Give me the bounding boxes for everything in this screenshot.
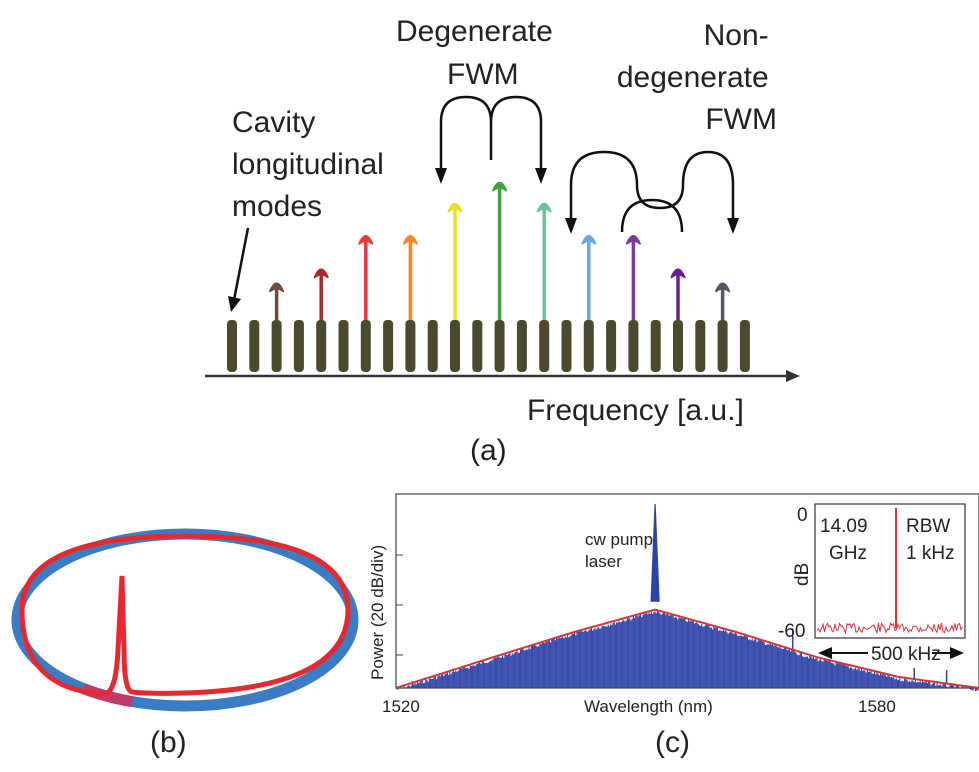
wavelength-axis-label: Wavelength (nm) — [584, 697, 713, 716]
cavity-mode-bar — [427, 320, 438, 372]
panel-c: Power (20 dB/div) Wavelength (nm) 1520 1… — [368, 493, 979, 759]
cavity-mode-bar — [717, 320, 728, 372]
cavity-mode-bar — [293, 320, 304, 372]
up-arrow-icon — [536, 202, 552, 320]
inset-frame — [814, 503, 966, 639]
degenerate-fwm-label: Degenerate FWM — [396, 15, 561, 91]
spectrum-comb-lines — [396, 610, 979, 691]
up-arrow-icon — [447, 202, 463, 320]
microring-resonator — [11, 528, 359, 712]
nondegenerate-fwm-loop-outer — [569, 150, 735, 222]
panel-b-label: (b) — [150, 726, 187, 759]
up-arrow-icon — [358, 234, 374, 320]
panel-a: Frequency [a.u.] Cavity longitudinal mod… — [205, 15, 800, 467]
inset-ytick-0: 0 — [797, 505, 808, 526]
cavity-mode-bar — [650, 320, 661, 372]
cavity-mode-bar — [271, 320, 282, 372]
up-arrow-icon — [714, 282, 731, 320]
up-arrow-icon — [581, 234, 597, 320]
cavity-mode-bar — [360, 320, 371, 372]
up-arrow-icon — [670, 268, 686, 320]
power-axis-label: Power (20 dB/div) — [368, 545, 387, 680]
cavity-mode-bar — [516, 320, 527, 372]
cavity-mode-bar — [673, 320, 683, 372]
cavity-mode-bar — [316, 320, 327, 372]
span-arrow-right-icon — [950, 647, 964, 659]
cavity-mode-bar — [561, 320, 572, 372]
inset-ytick-60: -60 — [778, 621, 805, 642]
up-arrow-icon — [313, 268, 329, 320]
cavity-mode-bar — [606, 320, 617, 372]
nondegenerate-arrow-left-icon — [565, 218, 577, 234]
cavity-pointer-arrow-icon — [228, 296, 241, 312]
panel-b: (b) — [11, 528, 359, 759]
cavity-mode-bar — [695, 320, 706, 372]
inset-rep-rate: 14.09 GHz — [820, 516, 873, 564]
cavity-mode-bar — [450, 320, 460, 372]
panel-c-label: (c) — [655, 726, 690, 759]
cavity-mode-bar — [249, 320, 260, 372]
inset-span-label: 500 kHz — [871, 644, 941, 665]
nondegenerate-fwm-label: Non- degenerate FWM — [617, 19, 777, 136]
degenerate-fwm-loops — [439, 95, 543, 172]
cavity-mode-bar — [472, 320, 483, 372]
up-arrow-icon — [268, 282, 285, 320]
inset-trace — [816, 508, 963, 635]
inset-noise-floor — [816, 621, 963, 635]
nondegenerate-fwm-loop-inner — [620, 198, 684, 233]
x-tick-1580: 1580 — [858, 697, 896, 716]
span-arrow-left-icon — [818, 647, 832, 659]
nondegenerate-arrow-right-icon — [727, 218, 739, 234]
axis-arrowhead-icon — [786, 370, 800, 382]
up-arrow-icon — [491, 181, 508, 320]
cw-pump-annotation: cw pump laser — [585, 530, 658, 571]
degenerate-arrow-right-icon — [535, 168, 547, 184]
inset-rbw: RBW 1 kHz — [906, 516, 956, 564]
inset-ylabel: dB — [792, 563, 813, 586]
up-arrow-icon — [625, 234, 642, 320]
frequency-axis-label: Frequency [a.u.] — [527, 394, 744, 427]
soliton-pulse-trace — [19, 533, 351, 697]
cavity-label: Cavity longitudinal modes — [232, 106, 392, 223]
rf-beat-inset: 0 -60 dB 14.09 GHz RBW 1 kHz 500 kHz — [778, 503, 966, 665]
cavity-mode-bar — [383, 320, 394, 372]
cavity-mode-bar — [539, 320, 550, 372]
spectrum-trace — [396, 503, 979, 691]
cavity-mode-bar — [338, 320, 349, 372]
up-arrow-icon — [402, 234, 419, 320]
comb-lines — [268, 181, 731, 320]
cavity-modes — [227, 320, 750, 372]
pump-peak — [650, 503, 660, 602]
cavity-mode-bar — [583, 320, 594, 372]
y-ticks — [396, 554, 403, 656]
cavity-mode-bar — [227, 320, 237, 372]
panel-a-label: (a) — [470, 434, 507, 467]
cavity-mode-bar — [628, 320, 639, 372]
cavity-mode-bar — [739, 320, 750, 372]
cavity-pointer — [232, 227, 250, 301]
cavity-mode-bar — [494, 320, 505, 372]
spectrum-envelope — [395, 608, 979, 689]
x-tick-1520: 1520 — [382, 697, 420, 716]
degenerate-arrow-left-icon — [435, 168, 447, 184]
cavity-mode-bar — [405, 320, 416, 372]
